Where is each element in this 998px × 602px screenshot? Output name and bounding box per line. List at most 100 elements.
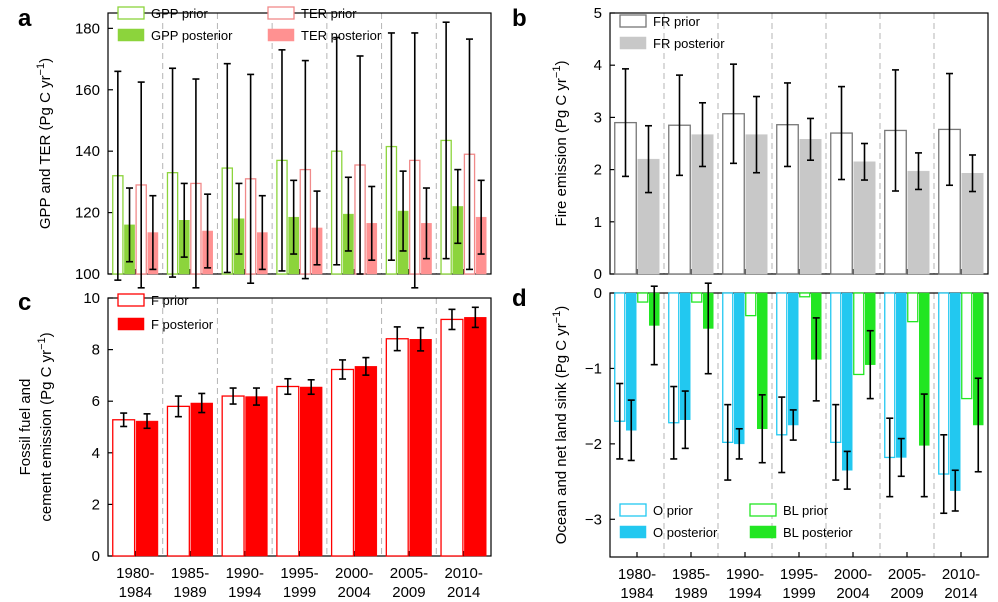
- y-tick-label: 2: [92, 496, 100, 513]
- legend-swatch: [619, 14, 647, 28]
- legend-swatch: [117, 6, 145, 20]
- x-tick-label: 1989: [674, 585, 707, 602]
- x-tick-label: 1989: [173, 584, 206, 601]
- legend-swatch: [267, 28, 295, 42]
- x-tick-label: 2000-: [834, 566, 872, 583]
- x-tick-label: 2009: [890, 585, 923, 602]
- x-tick-label: 1990-: [226, 565, 264, 582]
- bar: [745, 292, 757, 317]
- x-tick-label: 2005-: [390, 565, 428, 582]
- bar: [112, 419, 136, 557]
- y-axis-label-main: GPP and TER (Pg C yr: [37, 75, 54, 229]
- legend-swatch: [619, 36, 647, 50]
- bar: [842, 292, 853, 471]
- panel-b: 0 1 2 3 4 5 FR prior FR posterior b Fire emission…: [512, 5, 989, 283]
- bar: [245, 396, 268, 557]
- panel-letter: a: [18, 5, 32, 32]
- bar: [190, 402, 213, 557]
- panel-d: 0 −1 −2 −3 1980- 1984 1985- 1989 1990- 1994 1995- 1…: [512, 282, 989, 602]
- y-tick-label: 1: [594, 214, 602, 231]
- panel-letter: b: [512, 5, 527, 32]
- y-axis-label-end: ): [37, 58, 54, 63]
- y-tick-label: 5: [594, 5, 602, 22]
- x-tick-label: 2014: [447, 584, 480, 601]
- bar: [637, 292, 649, 303]
- legend-swatch: [619, 525, 647, 539]
- legend-label: O posterior: [653, 525, 718, 540]
- y-tick-label: 2: [594, 162, 602, 179]
- axes-frame: [107, 297, 492, 557]
- panel-c: 0 2 4 6 8 10 1980- 1984 1985- 1989 1990- 1994 1995- 1…: [17, 289, 492, 601]
- bar: [734, 292, 745, 445]
- legend-label: GPP prior: [151, 6, 209, 21]
- x-tick-label: 2004: [836, 585, 869, 602]
- bar: [950, 292, 961, 491]
- y-axis-label: Ocean and net land sink (Pg C yr−1): [551, 306, 570, 545]
- bar: [907, 292, 919, 323]
- legend-label: F posterior: [151, 317, 214, 332]
- y-tick-label: 10: [83, 290, 100, 307]
- x-tick-label: 1999: [782, 585, 815, 602]
- x-tick-label: 2010-: [942, 566, 980, 583]
- y-tick-label: 0: [594, 266, 602, 283]
- y-tick-label: −1: [585, 360, 602, 377]
- y-axis-label-main: Fire emission (Pg C yr: [553, 78, 570, 226]
- y-axis-label-sup: −1: [551, 311, 563, 324]
- legend-label: GPP posterior: [151, 28, 233, 43]
- bar: [799, 292, 811, 298]
- legend-label: O prior: [653, 503, 693, 518]
- y-tick-label: 8: [92, 342, 100, 359]
- panel-a: 100 120 140 160 180 GPP prior GPP posterior TER…: [18, 5, 492, 289]
- y-tick-label: 120: [75, 205, 100, 222]
- y-tick-label: 3: [594, 109, 602, 126]
- legend-swatch: [267, 6, 295, 20]
- bar: [300, 386, 323, 557]
- y-axis-label-main: Ocean and net land sink (Pg C yr: [553, 323, 570, 544]
- legend-label: F prior: [151, 293, 189, 308]
- y-axis-label-main: cement emission (Pg C yr: [38, 350, 55, 522]
- x-tick-label: 1985-: [171, 565, 209, 582]
- y-axis-label: Fossil fuel and cement emission (Pg C yr−…: [17, 332, 55, 521]
- y-axis-label-sup: −1: [35, 63, 47, 76]
- bar: [853, 292, 865, 376]
- legend-label: FR posterior: [653, 36, 725, 51]
- x-tick-label: 1995-: [280, 565, 318, 582]
- legend-label: TER prior: [301, 6, 357, 21]
- legend-label: BL prior: [783, 503, 829, 518]
- x-tick-label: 1995-: [780, 566, 818, 583]
- bar: [788, 292, 799, 426]
- legend-swatch: [749, 525, 777, 539]
- y-axis-label-sup: −1: [551, 66, 563, 79]
- bar: [276, 385, 300, 557]
- bar: [440, 318, 464, 557]
- bar: [385, 338, 409, 557]
- bar: [961, 292, 973, 400]
- y-tick-label: −2: [585, 436, 602, 453]
- x-tick-label: 1980-: [116, 565, 154, 582]
- y-tick-label: 0: [92, 548, 100, 565]
- x-tick-label: 1994: [728, 585, 761, 602]
- legend-label: FR prior: [653, 14, 701, 29]
- x-tick-label: 2014: [944, 585, 977, 602]
- legend-label: BL posterior: [783, 525, 853, 540]
- y-tick-label: 140: [75, 143, 100, 160]
- x-tick-label: 1980-: [618, 566, 656, 583]
- legend-label: TER posterior: [301, 28, 382, 43]
- bar: [409, 339, 432, 557]
- legend-swatch: [117, 28, 145, 42]
- y-axis-label-end: ): [38, 332, 55, 337]
- bar: [464, 317, 487, 557]
- bar: [135, 420, 159, 557]
- legend-swatch: [117, 317, 145, 331]
- y-axis-label-line: Fossil fuel and: [17, 379, 34, 476]
- x-tick-label: 1984: [620, 585, 653, 602]
- x-tick-label: 2010-: [444, 565, 482, 582]
- axes-frame: [609, 12, 989, 275]
- y-axis-label-end: ): [553, 306, 570, 311]
- x-tick-label: 2009: [392, 584, 425, 601]
- y-tick-label: 6: [92, 393, 100, 410]
- y-tick-label: 4: [594, 57, 602, 74]
- panel-letter: c: [18, 289, 31, 316]
- y-axis-label-sup: −1: [36, 337, 48, 350]
